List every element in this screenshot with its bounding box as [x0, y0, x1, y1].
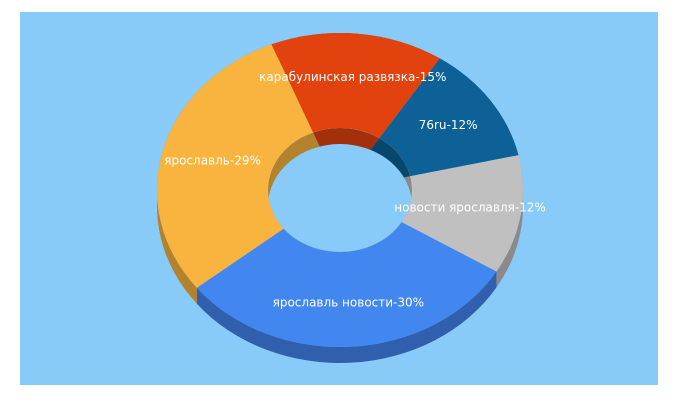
slice — [379, 58, 519, 177]
slice — [157, 44, 314, 288]
slice — [196, 222, 497, 347]
slice-side — [196, 271, 497, 363]
slice-label: ярославль новости-30% — [273, 295, 424, 309]
slice-label: новости ярославля-12% — [394, 201, 546, 215]
hole — [268, 128, 412, 252]
slice-label: карабулинская развязка-15% — [259, 70, 446, 84]
slice — [271, 33, 440, 139]
hole-floor — [268, 144, 412, 252]
slice-label: ярославль-29% — [164, 154, 261, 168]
slice-label: 76ru-12% — [419, 118, 478, 132]
slice — [401, 155, 523, 272]
